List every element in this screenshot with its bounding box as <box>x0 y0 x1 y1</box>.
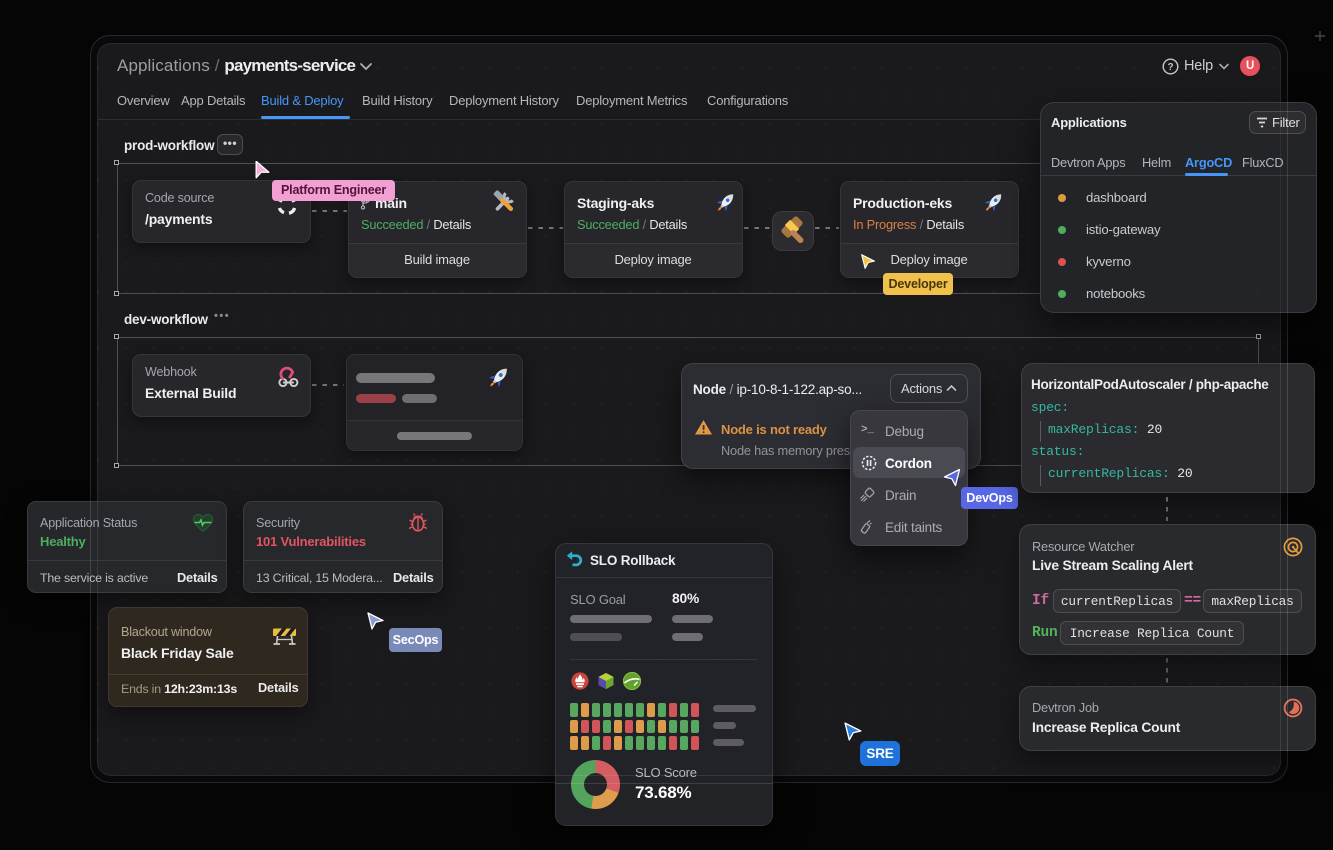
svg-text:?: ? <box>1168 62 1174 73</box>
